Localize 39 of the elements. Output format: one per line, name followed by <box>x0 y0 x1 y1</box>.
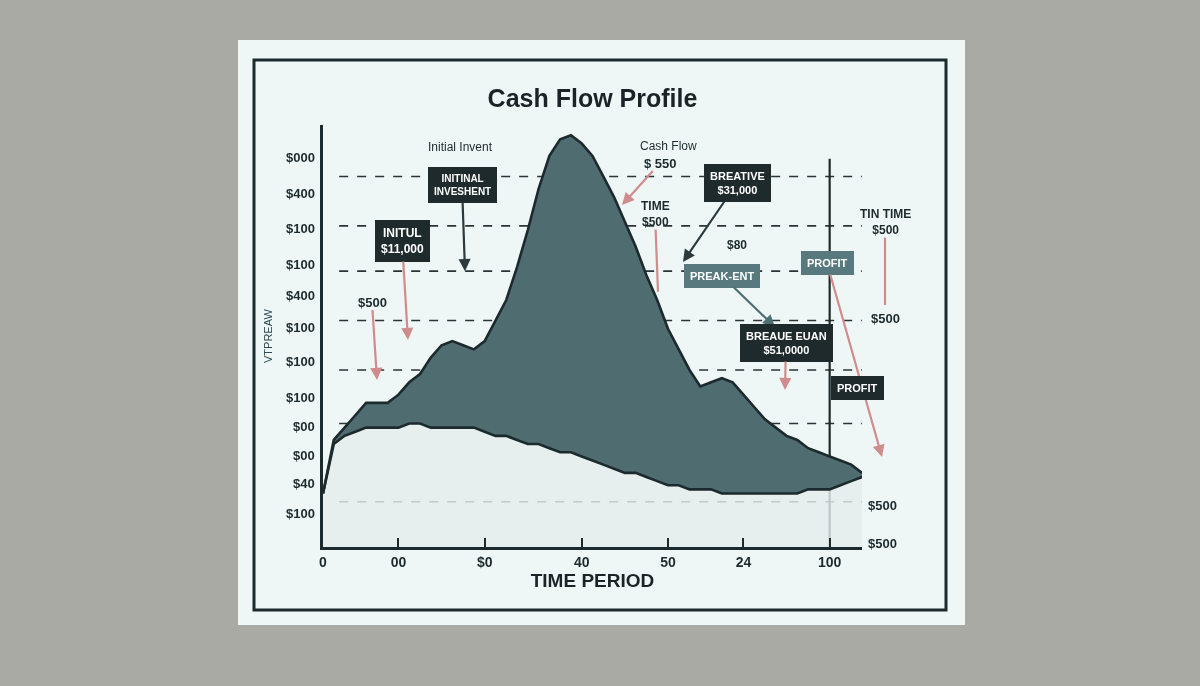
x-tick-label: $0 <box>476 553 493 570</box>
text: $40 <box>293 476 315 491</box>
x-tick-label: 100 <box>817 553 842 570</box>
text: $500 <box>868 498 897 513</box>
annotation: Cash Flow <box>640 139 698 153</box>
annotation: PROFIT <box>837 382 878 394</box>
text: $000 <box>286 150 315 165</box>
annotation: Initial Invent <box>428 140 493 154</box>
text: $400 <box>286 288 315 303</box>
text: $100 <box>286 221 315 236</box>
text: $100 <box>286 354 315 369</box>
annotation: TIN TIME $500 <box>860 207 912 237</box>
annotation: INITUL $11,000 <box>381 226 425 256</box>
text: $100 <box>286 320 315 335</box>
annotation: BREAUE EUAN $51,0000 <box>746 330 827 357</box>
annotation: BREATIVE $31,000 <box>710 170 765 197</box>
text: $00 <box>293 448 315 463</box>
text: $400 <box>286 186 315 201</box>
x-tick-label: 40 <box>573 553 590 570</box>
text: $100 <box>286 506 315 521</box>
chart-title: Cash Flow Profile <box>487 83 698 112</box>
annotation: INITINAL INVESHENT <box>434 173 492 197</box>
text: $500 <box>871 311 900 326</box>
text: $100 <box>286 390 315 405</box>
annotation: TIME $500 <box>641 199 670 229</box>
annotation: PREAK-ENT <box>690 270 755 282</box>
x-tick-label: 0 <box>319 553 328 570</box>
x-tick-label: 24 <box>735 553 752 570</box>
text: $100 <box>286 257 315 272</box>
x-axis-title: TIME PERIOD <box>530 570 655 592</box>
text: $00 <box>293 419 315 434</box>
y-axis-title: VTPREAW <box>261 308 274 363</box>
annotation: $ 550 <box>644 156 677 171</box>
x-tick-label: 00 <box>390 553 407 570</box>
annotation: $500 <box>358 295 387 310</box>
annotation: $80 <box>727 238 748 252</box>
annotation: PROFIT <box>807 257 848 269</box>
x-tick-label: 50 <box>660 553 676 570</box>
text: $500 <box>868 536 897 551</box>
